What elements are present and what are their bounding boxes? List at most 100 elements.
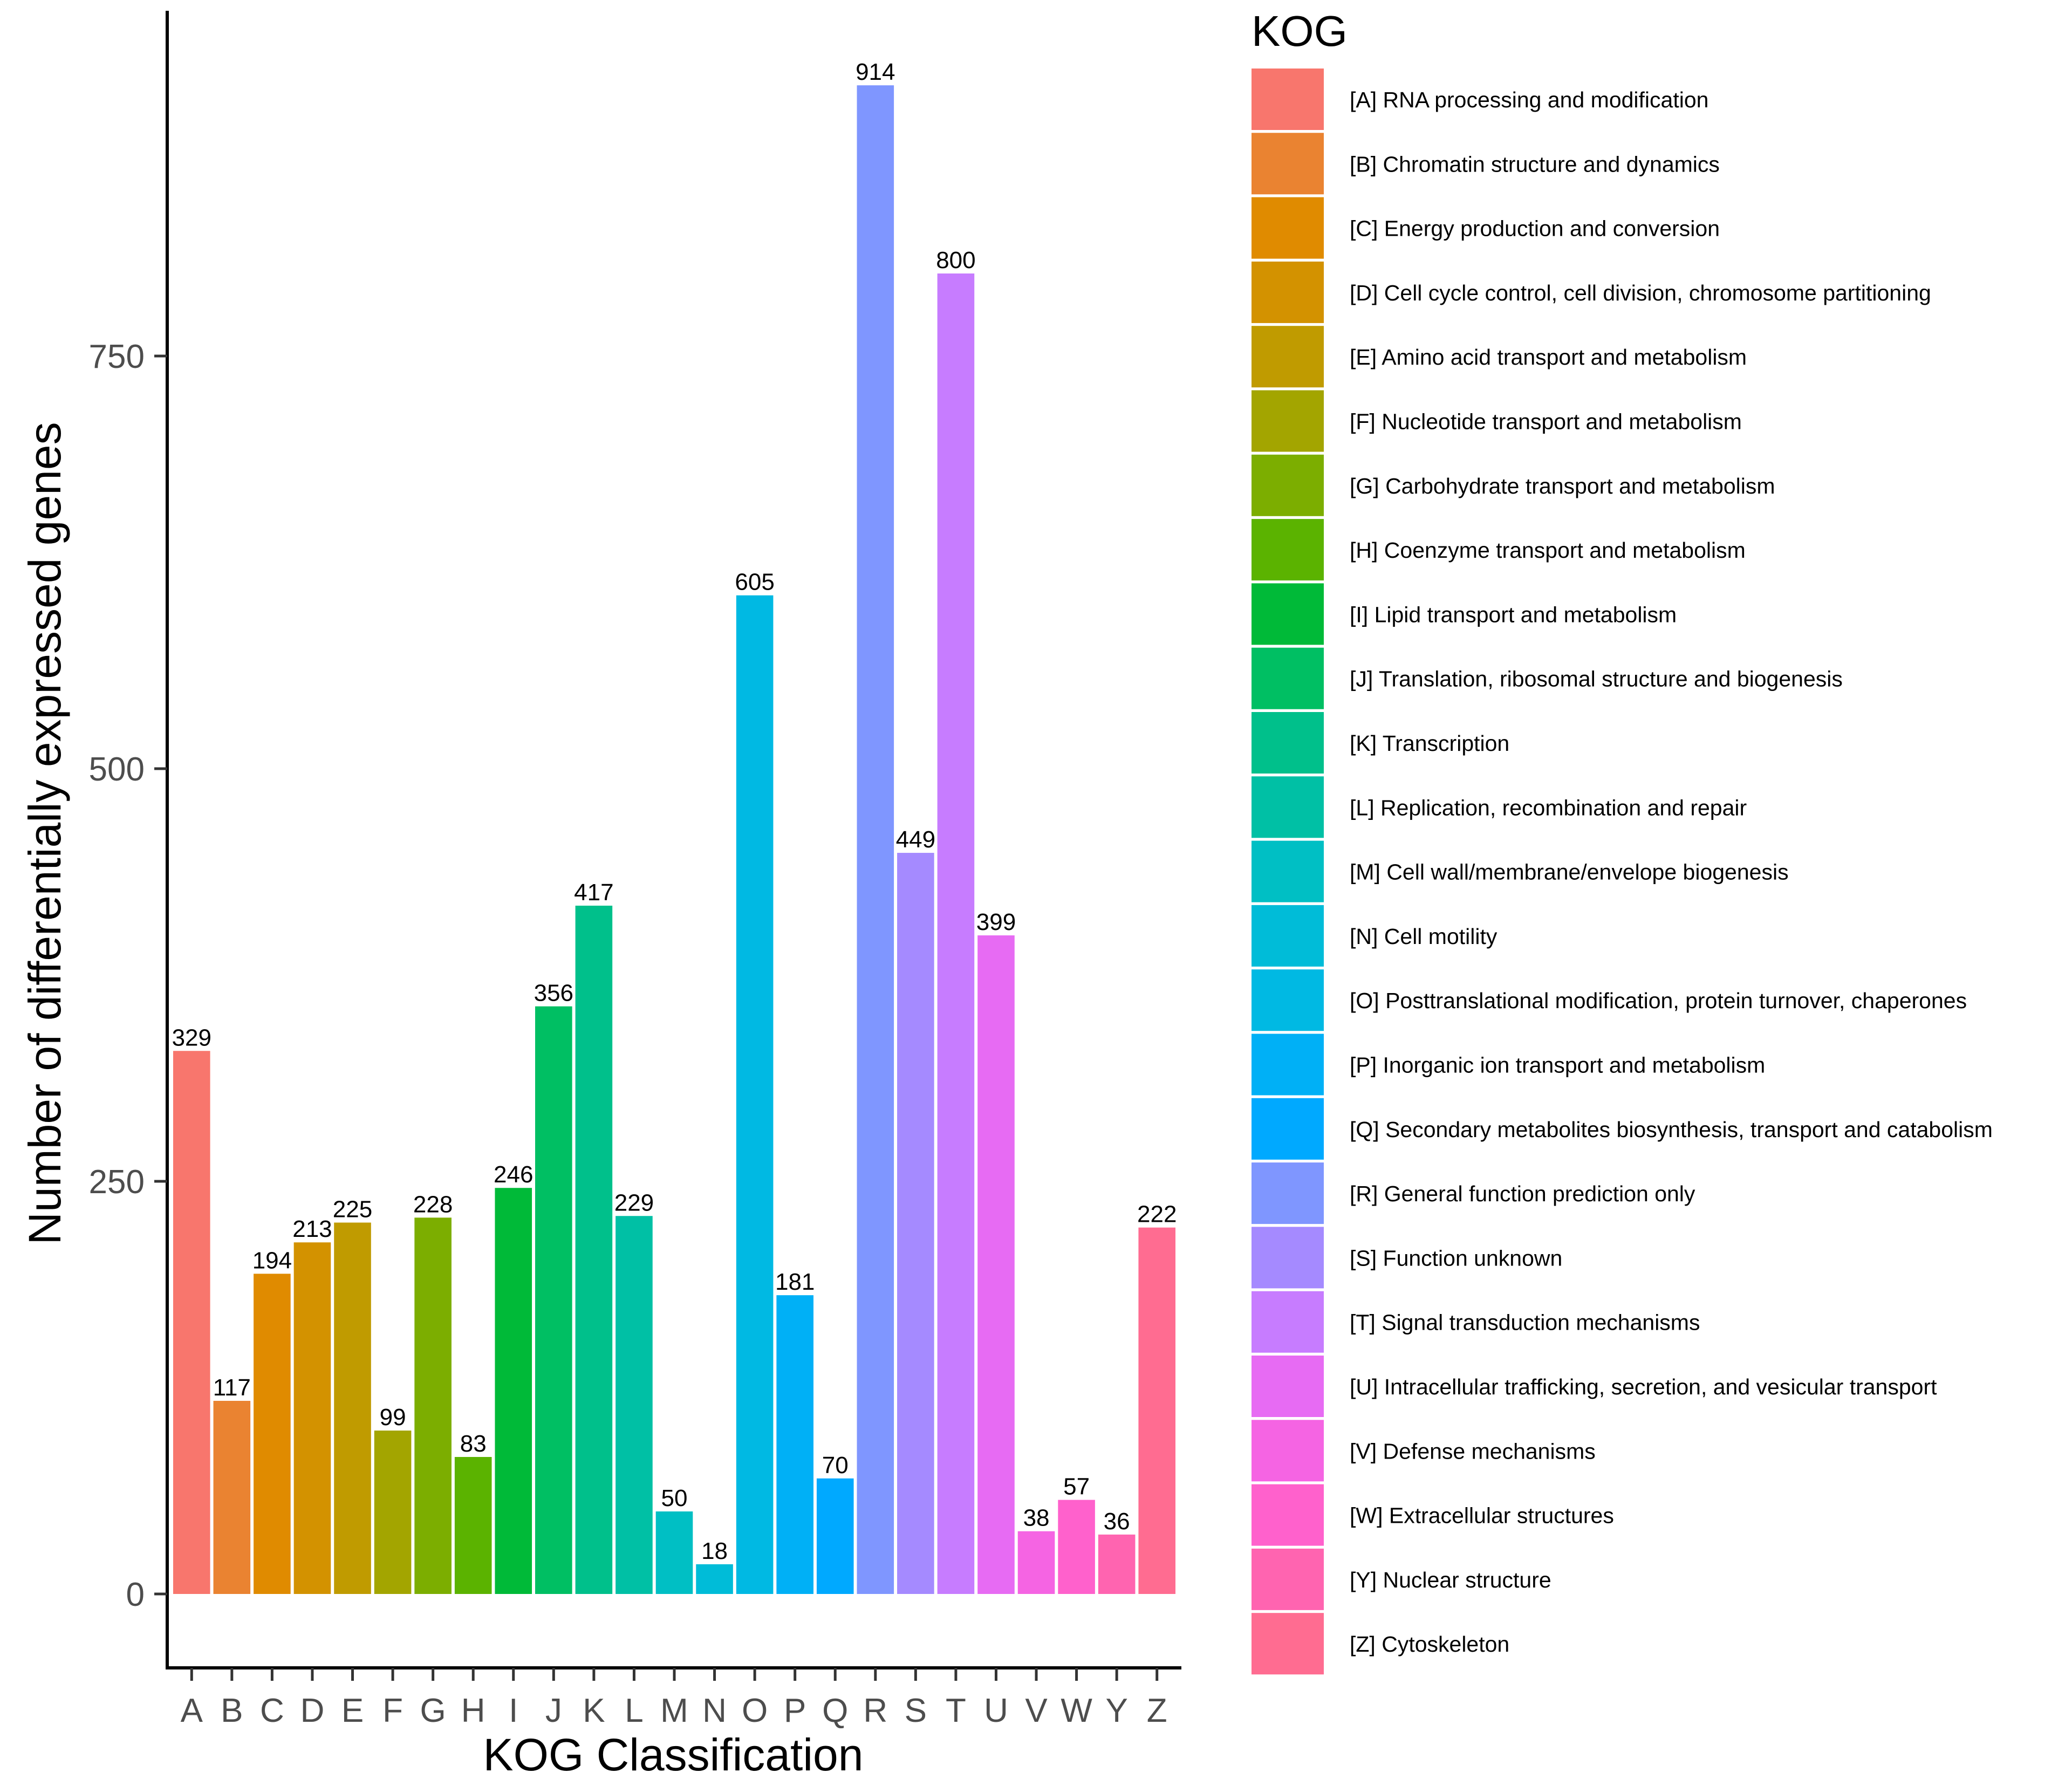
x-tick-label-H: H [461, 1692, 485, 1729]
legend-label-H: [H] Coenzyme transport and metabolism [1350, 538, 1746, 563]
x-axis-title: KOG Classification [483, 1729, 864, 1780]
bar-G [414, 1217, 452, 1594]
legend-key-O [1252, 969, 1324, 1031]
legend-key-S [1252, 1227, 1324, 1289]
x-tick-label-Q: Q [822, 1692, 848, 1729]
x-tick-label-U: U [984, 1692, 1008, 1729]
bar-L [616, 1216, 653, 1594]
legend-key-L [1252, 776, 1324, 838]
bar-H [454, 1457, 492, 1594]
x-tick-label-W: W [1061, 1692, 1092, 1729]
legend-key-H [1252, 519, 1324, 581]
value-label-Y: 36 [1104, 1508, 1130, 1535]
y-tick-label-750: 750 [89, 338, 145, 375]
legend-label-J: [J] Translation, ribosomal structure and… [1350, 667, 1843, 692]
legend-label-L: [L] Replication, recombination and repai… [1350, 795, 1747, 820]
legend-label-G: [G] Carbohydrate transport and metabolis… [1350, 474, 1775, 498]
bar-A [173, 1051, 210, 1594]
legend-label-Q: [Q] Secondary metabolites biosynthesis, … [1350, 1117, 1993, 1142]
legend-label-V: [V] Defense mechanisms [1350, 1439, 1596, 1463]
legend-label-K: [K] Transcription [1350, 731, 1509, 756]
x-tick-label-J: J [545, 1692, 562, 1729]
value-label-J: 356 [534, 980, 573, 1007]
bar-S [897, 853, 934, 1594]
x-tick-label-O: O [742, 1692, 768, 1729]
value-label-W: 57 [1063, 1474, 1090, 1500]
bar-V [1017, 1531, 1055, 1594]
legend-title: KOG [1252, 7, 1348, 55]
legend-key-B [1252, 133, 1324, 195]
y-tick-label-500: 500 [89, 751, 145, 788]
legend-key-R [1252, 1162, 1324, 1224]
legend-label-A: [A] RNA processing and modification [1350, 87, 1708, 112]
bar-M [655, 1511, 693, 1594]
legend-label-D: [D] Cell cycle control, cell division, c… [1350, 280, 1931, 305]
x-tick-label-Z: Z [1147, 1692, 1167, 1729]
bar-U [977, 935, 1015, 1594]
bar-J [535, 1006, 572, 1594]
value-label-K: 417 [574, 879, 613, 906]
value-label-F: 99 [380, 1404, 406, 1431]
legend-label-E: [E] Amino acid transport and metabolism [1350, 345, 1747, 369]
legend-key-Q [1252, 1098, 1324, 1160]
bar-P [776, 1295, 813, 1594]
x-tick-label-G: G [420, 1692, 446, 1729]
bar-R [857, 85, 894, 1595]
x-tick-label-M: M [660, 1692, 688, 1729]
legend-key-E [1252, 326, 1324, 388]
x-tick-label-N: N [702, 1692, 727, 1729]
bar-B [213, 1400, 251, 1594]
legend-key-F [1252, 390, 1324, 452]
legend-key-Y [1252, 1548, 1324, 1610]
x-tick-label-I: I [509, 1692, 518, 1729]
value-label-L: 229 [614, 1189, 654, 1216]
value-label-I: 246 [494, 1161, 533, 1188]
legend-key-Z [1252, 1613, 1324, 1675]
legend-key-K [1252, 712, 1324, 774]
legend-label-S: [S] Function unknown [1350, 1246, 1562, 1270]
value-label-A: 329 [172, 1024, 211, 1051]
legend-key-W [1252, 1484, 1324, 1546]
legend-key-J [1252, 647, 1324, 709]
legend-key-I [1252, 583, 1324, 645]
x-tick-label-F: F [382, 1692, 403, 1729]
value-label-R: 914 [856, 59, 895, 85]
legend-label-Y: [Y] Nuclear structure [1350, 1568, 1551, 1592]
y-tick-label-0: 0 [126, 1576, 145, 1613]
x-tick-label-A: A [181, 1692, 203, 1729]
value-label-G: 228 [413, 1191, 453, 1217]
bar-F [374, 1431, 412, 1594]
x-tick-label-C: C [260, 1692, 284, 1729]
bar-W [1058, 1500, 1095, 1594]
x-tick-label-L: L [625, 1692, 643, 1729]
x-tick-label-D: D [300, 1692, 325, 1729]
legend-key-V [1252, 1420, 1324, 1482]
legend-key-U [1252, 1356, 1324, 1417]
legend-key-N [1252, 905, 1324, 967]
legend-label-C: [C] Energy production and conversion [1350, 216, 1720, 241]
legend-label-R: [R] General function prediction only [1350, 1181, 1695, 1206]
x-tick-label-E: E [341, 1692, 364, 1729]
x-tick-label-V: V [1025, 1692, 1048, 1729]
legend-label-I: [I] Lipid transport and metabolism [1350, 602, 1677, 627]
bar-Y [1098, 1534, 1136, 1594]
legend-label-U: [U] Intracellular trafficking, secretion… [1350, 1374, 1937, 1399]
bar-I [495, 1188, 532, 1594]
bar-Z [1138, 1227, 1176, 1594]
legend-label-N: [N] Cell motility [1350, 924, 1497, 949]
bar-O [736, 595, 774, 1594]
y-tick-label-250: 250 [89, 1164, 145, 1201]
value-label-V: 38 [1023, 1505, 1050, 1531]
legend-key-C [1252, 197, 1324, 259]
value-label-H: 83 [460, 1431, 487, 1457]
bar-D [293, 1242, 331, 1594]
bar-C [254, 1274, 291, 1594]
bar-E [334, 1222, 371, 1594]
y-axis-title: Number of differentially expressed genes [19, 422, 70, 1244]
legend-label-B: [B] Chromatin structure and dynamics [1350, 152, 1720, 176]
x-tick-label-R: R [863, 1692, 887, 1729]
x-tick-label-T: T [946, 1692, 966, 1729]
value-label-M: 50 [661, 1485, 688, 1511]
x-tick-label-B: B [221, 1692, 243, 1729]
